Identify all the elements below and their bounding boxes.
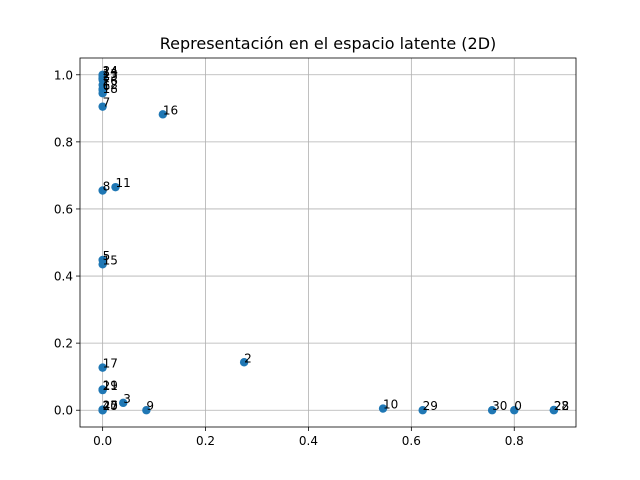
point-label: 19 [103, 378, 118, 392]
point-label: 0 [514, 399, 522, 413]
y-tick-label: 0.8 [54, 135, 73, 149]
data-points [98, 70, 559, 415]
point-label: 3 [123, 392, 131, 406]
point-label: 10 [383, 398, 398, 412]
point-label: 18 [103, 82, 118, 96]
x-tick-label: 0.8 [505, 434, 524, 448]
point-label: 29 [423, 399, 438, 413]
scatter-point [119, 398, 128, 408]
point-label: 21 [103, 379, 118, 393]
scatter-point [98, 186, 107, 195]
point-label: 11 [116, 176, 131, 190]
scatter-point [239, 358, 249, 367]
x-tick-label: 0.6 [402, 434, 421, 448]
point-label: 26 [103, 74, 118, 88]
scatter-point [111, 182, 120, 192]
scatter-point [98, 89, 107, 98]
y-tick-label: 0.0 [54, 404, 73, 418]
point-label: 20 [103, 399, 118, 413]
y-tick-label: 1.0 [54, 68, 73, 82]
axis-ticks: 0.0 0.2 0.4 0.6 0.8 0.0 0.2 0.4 0.6 0.8 1.0 [54, 68, 524, 448]
scatter-point [158, 110, 168, 119]
point-label: 13 [103, 67, 118, 81]
point-label: 25 [103, 399, 118, 413]
scatter-point [98, 385, 107, 395]
point-label: 1 [103, 67, 111, 81]
scatter-point [98, 102, 107, 111]
x-tick-label: 0.4 [299, 434, 318, 448]
point-label: 17 [103, 357, 118, 371]
x-tick-label: 0.2 [196, 434, 215, 448]
chart-title: Representación en el espacio latente (2D… [160, 34, 497, 53]
point-label: 8 [103, 180, 111, 194]
y-tick-label: 0.2 [54, 337, 73, 351]
point-label: 15 [103, 253, 118, 267]
point-label: 9 [146, 399, 154, 413]
point-label: 12 [103, 78, 118, 92]
x-tick-label: 0.0 [93, 434, 112, 448]
point-label: 23 [103, 69, 118, 83]
scatter-point [98, 363, 107, 372]
point-label: 5 [103, 249, 111, 263]
point-label: 6 [103, 79, 111, 93]
scatter-point [418, 406, 427, 415]
point-label: 14 [103, 64, 118, 78]
y-tick-label: 0.6 [54, 202, 73, 216]
point-label: 16 [163, 103, 178, 117]
scatter-point [510, 406, 519, 415]
point-label: 4 [103, 399, 111, 413]
scatter-point [98, 70, 107, 79]
y-tick-label: 0.4 [54, 270, 73, 284]
plot-frame [79, 57, 577, 428]
point-label: 24 [103, 64, 118, 78]
scatter-point [378, 404, 388, 413]
scatter-point [98, 80, 107, 90]
point-label: 7 [103, 96, 111, 110]
point-label: 30 [492, 399, 507, 413]
point-label: 28 [554, 399, 569, 413]
scatter-point [98, 260, 107, 269]
point-label: 27 [103, 399, 118, 413]
scatter-point [142, 406, 151, 415]
point-label: 2 [244, 351, 252, 365]
grid-lines [80, 58, 576, 427]
scatter-point [549, 405, 559, 415]
scatter-point [98, 405, 107, 415]
scatter-point [487, 406, 497, 415]
point-label: 22 [554, 399, 569, 413]
